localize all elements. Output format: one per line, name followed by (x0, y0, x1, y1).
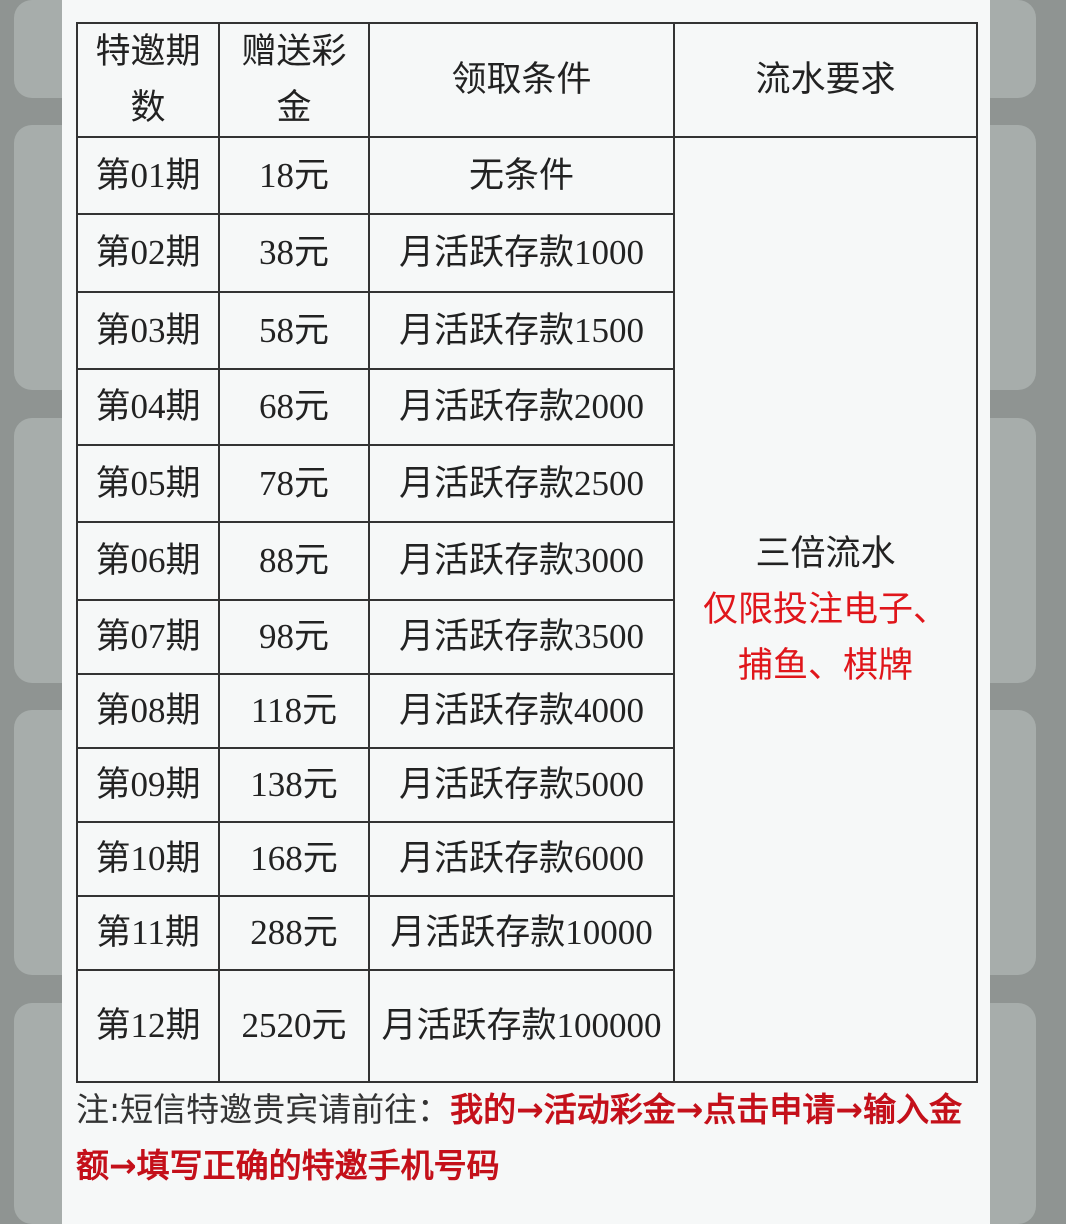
table-row: 第09期 138元 月活跃存款5000 (76, 747, 977, 823)
table-row: 第06期 88元 月活跃存款3000 (76, 521, 977, 601)
table-row: 第04期 68元 月活跃存款2000 (76, 368, 977, 446)
bonus-table: 特邀期数 赠送彩金 领取条件 流水要求 第01期 18元 无条件三倍流水仅限投注… (76, 22, 978, 1083)
bonus-cell: 38元 (218, 213, 370, 293)
header-row: 特邀期数 赠送彩金 领取条件 流水要求 (76, 22, 978, 138)
condition-cell: 月活跃存款2000 (368, 368, 675, 446)
bonus-cell: 88元 (218, 521, 370, 601)
bonus-cell: 2520元 (218, 969, 370, 1083)
table-row: 第10期 168元 月活跃存款6000 (76, 821, 977, 897)
bonus-cell: 168元 (218, 821, 370, 897)
note-prefix: 注:短信特邀贵宾请前往： (76, 1090, 451, 1129)
note-steps: 我的→活动彩金→点击申请→输入金额→填写正确的特邀手机号码 (76, 1090, 963, 1185)
condition-cell: 月活跃存款3500 (368, 599, 675, 675)
header-period: 特邀期数 (76, 22, 220, 138)
condition-cell: 月活跃存款2500 (368, 444, 675, 523)
period-cell: 第08期 (76, 673, 220, 749)
table-row: 第08期 118元 月活跃存款4000 (76, 673, 977, 749)
condition-cell: 月活跃存款6000 (368, 821, 675, 897)
period-cell: 第03期 (76, 291, 220, 370)
bonus-cell: 18元 (218, 136, 370, 215)
bonus-cell: 118元 (218, 673, 370, 749)
header-bonus: 赠送彩金 (218, 22, 370, 138)
condition-cell: 无条件 (368, 136, 675, 215)
bonus-cell: 68元 (218, 368, 370, 446)
turnover-cell: 三倍流水仅限投注电子、捕鱼、棋牌 (673, 136, 978, 1083)
period-cell: 第05期 (76, 444, 220, 523)
bonus-cell: 98元 (218, 599, 370, 675)
period-cell: 第12期 (76, 969, 220, 1083)
condition-cell: 月活跃存款100000 (368, 969, 675, 1083)
bonus-cell: 58元 (218, 291, 370, 370)
table-row: 第07期 98元 月活跃存款3500 (76, 599, 977, 675)
note-text: 注:短信特邀贵宾请前往：我的→活动彩金→点击申请→输入金额→填写正确的特邀手机号… (76, 1082, 986, 1194)
bonus-cell: 288元 (218, 895, 370, 971)
table-row: 第03期 58元 月活跃存款1500 (76, 291, 977, 370)
condition-cell: 月活跃存款1000 (368, 213, 675, 293)
header-turnover: 流水要求 (673, 22, 978, 138)
condition-cell: 月活跃存款4000 (368, 673, 675, 749)
condition-cell: 月活跃存款10000 (368, 895, 675, 971)
table-row: 第12期 2520元 月活跃存款100000 (76, 969, 977, 1083)
turnover-restriction: 仅限投注电子、捕鱼、棋牌 (702, 589, 948, 685)
turnover-main: 三倍流水 (755, 533, 896, 573)
bonus-cell: 138元 (218, 747, 370, 823)
table-row: 第01期 18元 无条件三倍流水仅限投注电子、捕鱼、棋牌 (76, 136, 978, 1083)
bonus-cell: 78元 (218, 444, 370, 523)
condition-cell: 月活跃存款3000 (368, 521, 675, 601)
period-cell: 第07期 (76, 599, 220, 675)
period-cell: 第11期 (76, 895, 220, 971)
condition-cell: 月活跃存款1500 (368, 291, 675, 370)
header-condition: 领取条件 (368, 22, 675, 138)
period-cell: 第04期 (76, 368, 220, 446)
promotion-modal: 特邀期数 赠送彩金 领取条件 流水要求 第01期 18元 无条件三倍流水仅限投注… (62, 0, 990, 1224)
table-row: 第11期 288元 月活跃存款10000 (76, 895, 977, 971)
period-cell: 第01期 (76, 136, 220, 215)
table-row: 第05期 78元 月活跃存款2500 (76, 444, 977, 523)
period-cell: 第06期 (76, 521, 220, 601)
table-row: 第02期 38元 月活跃存款1000 (76, 213, 977, 293)
period-cell: 第02期 (76, 213, 220, 293)
condition-cell: 月活跃存款5000 (368, 747, 675, 823)
period-cell: 第10期 (76, 821, 220, 897)
period-cell: 第09期 (76, 747, 220, 823)
